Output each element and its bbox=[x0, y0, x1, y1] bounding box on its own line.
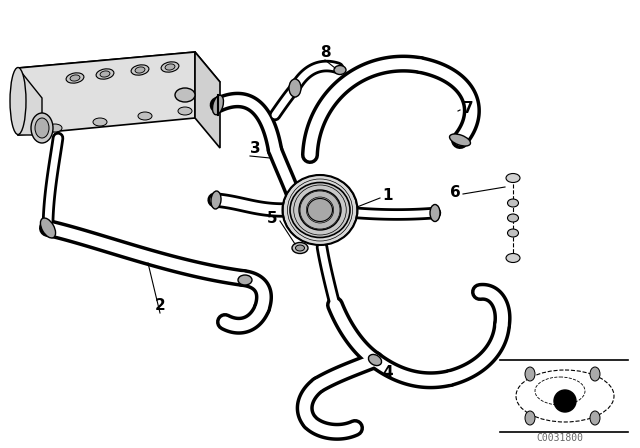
Text: 6: 6 bbox=[450, 185, 460, 199]
Ellipse shape bbox=[70, 75, 80, 81]
Text: 4: 4 bbox=[383, 365, 394, 379]
Ellipse shape bbox=[290, 182, 350, 237]
Ellipse shape bbox=[48, 124, 62, 132]
Text: 5: 5 bbox=[267, 211, 277, 225]
Ellipse shape bbox=[508, 199, 518, 207]
Text: 7: 7 bbox=[463, 100, 474, 116]
Text: 2: 2 bbox=[155, 297, 165, 313]
Ellipse shape bbox=[506, 254, 520, 263]
Ellipse shape bbox=[590, 411, 600, 425]
Text: C0031800: C0031800 bbox=[536, 433, 584, 443]
Ellipse shape bbox=[506, 173, 520, 182]
Ellipse shape bbox=[289, 79, 301, 97]
Ellipse shape bbox=[175, 88, 195, 102]
Ellipse shape bbox=[334, 65, 346, 74]
Ellipse shape bbox=[296, 245, 305, 251]
Ellipse shape bbox=[165, 64, 175, 70]
Ellipse shape bbox=[138, 112, 152, 120]
Text: 3: 3 bbox=[250, 141, 260, 155]
Ellipse shape bbox=[430, 204, 440, 221]
Ellipse shape bbox=[307, 198, 333, 221]
Ellipse shape bbox=[211, 191, 221, 209]
Ellipse shape bbox=[238, 275, 252, 285]
Ellipse shape bbox=[96, 69, 114, 79]
Text: 1: 1 bbox=[383, 188, 393, 202]
Ellipse shape bbox=[508, 229, 518, 237]
Polygon shape bbox=[18, 52, 220, 98]
Ellipse shape bbox=[282, 175, 358, 245]
Ellipse shape bbox=[299, 190, 341, 230]
Ellipse shape bbox=[525, 411, 535, 425]
Ellipse shape bbox=[525, 367, 535, 381]
Circle shape bbox=[554, 390, 576, 412]
Ellipse shape bbox=[516, 370, 614, 422]
Ellipse shape bbox=[369, 354, 381, 366]
Ellipse shape bbox=[292, 242, 308, 254]
Ellipse shape bbox=[178, 107, 192, 115]
Text: 8: 8 bbox=[320, 44, 330, 60]
Polygon shape bbox=[18, 52, 195, 135]
Ellipse shape bbox=[135, 67, 145, 73]
Ellipse shape bbox=[31, 113, 53, 143]
Ellipse shape bbox=[161, 62, 179, 72]
Ellipse shape bbox=[508, 214, 518, 222]
Ellipse shape bbox=[449, 134, 470, 146]
Ellipse shape bbox=[100, 71, 110, 77]
Ellipse shape bbox=[10, 68, 26, 134]
Ellipse shape bbox=[35, 118, 49, 138]
Ellipse shape bbox=[40, 218, 56, 238]
Ellipse shape bbox=[93, 118, 107, 126]
Polygon shape bbox=[18, 68, 42, 135]
Ellipse shape bbox=[535, 377, 585, 405]
Polygon shape bbox=[195, 52, 220, 148]
Ellipse shape bbox=[590, 367, 600, 381]
Ellipse shape bbox=[131, 65, 149, 75]
Ellipse shape bbox=[66, 73, 84, 83]
Ellipse shape bbox=[212, 95, 223, 115]
